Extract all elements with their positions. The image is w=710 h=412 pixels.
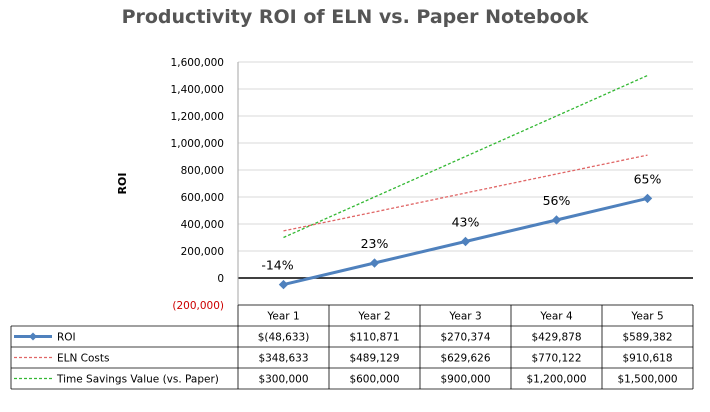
table-cell-value: $589,382 — [622, 332, 672, 344]
y-axis-title: ROI — [116, 173, 129, 195]
table-cell-value: $1,500,000 — [617, 374, 677, 386]
y-tick-label: 1,200,000 — [171, 111, 224, 123]
table-cell-value: $600,000 — [349, 374, 399, 386]
x-category-label: Year 2 — [357, 311, 390, 323]
legend-key-marker — [29, 332, 37, 341]
x-category-label: Year 5 — [630, 311, 663, 323]
roi-data-label: 65% — [634, 171, 662, 186]
y-tick-label: 200,000 — [181, 246, 224, 258]
table-cell-value: $(48,633) — [258, 332, 310, 344]
table-cell-value: $429,878 — [531, 332, 581, 344]
series-line-eln-costs — [283, 154, 648, 232]
x-category-label: Year 1 — [266, 311, 299, 323]
y-tick-label: 1,000,000 — [171, 138, 224, 150]
roi-point — [551, 215, 562, 225]
x-category-label: Year 3 — [448, 311, 481, 323]
table-cell-value: $270,374 — [440, 332, 490, 344]
y-tick-label: 1,400,000 — [171, 84, 224, 96]
y-tick-label: 800,000 — [181, 165, 224, 177]
table-cell-value: $629,626 — [440, 353, 490, 365]
table-cell-value: $770,122 — [531, 353, 581, 365]
table-cell-value: $489,129 — [349, 353, 399, 365]
roi-point — [369, 258, 380, 268]
table-cell-value: $348,633 — [258, 353, 308, 365]
roi-data-label: 43% — [452, 214, 480, 229]
table-cell-value: $1,200,000 — [526, 374, 586, 386]
y-tick-label: 600,000 — [181, 192, 224, 204]
roi-point — [642, 193, 653, 204]
y-tick-label: (200,000) — [172, 300, 224, 312]
legend-series-name: Time Savings Value (vs. Paper) — [56, 374, 219, 386]
table-cell-value: $900,000 — [440, 374, 490, 386]
y-tick-label: 0 — [217, 273, 224, 285]
roi-point — [460, 236, 471, 247]
chart-title: Productivity ROI of ELN vs. Paper Notebo… — [121, 6, 589, 28]
roi-data-label: -14% — [261, 258, 293, 273]
x-category-label: Year 4 — [539, 311, 573, 323]
table-cell-value: $110,871 — [349, 332, 399, 344]
table-cell-value: $300,000 — [258, 374, 308, 386]
y-tick-label: 400,000 — [181, 219, 224, 231]
roi-point — [278, 279, 289, 290]
legend-series-name: ROI — [57, 332, 76, 344]
table-cell-value: $910,618 — [622, 353, 672, 365]
roi-data-label: 56% — [543, 193, 571, 208]
legend-series-name: ELN Costs — [57, 353, 110, 365]
y-tick-label: 1,600,000 — [171, 57, 224, 69]
roi-data-label: 23% — [361, 236, 389, 251]
series-line-time-savings-value-vs-paper- — [283, 74, 648, 239]
